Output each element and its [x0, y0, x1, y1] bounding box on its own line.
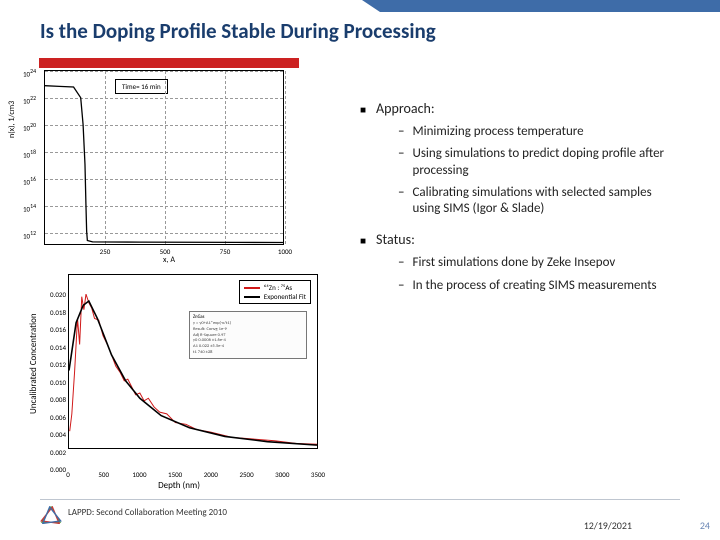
- bullet-square-icon: ■: [360, 100, 366, 120]
- chart2-inset: ZnGasy = y0+A1*exp(-x/t1)Result: Convg 1…: [189, 311, 307, 359]
- approach-heading: ■ Approach:: [360, 100, 680, 120]
- bullet-square-icon: ■: [360, 231, 366, 251]
- chart1-xlabel: x, A: [44, 255, 294, 265]
- status-list: –First simulations done by Zeke Insepov –…: [398, 255, 680, 294]
- footer-text: LAPPD: Second Collaboration Meeting 2010: [68, 507, 227, 518]
- chart1-ylabel: n(x), 1/cm3: [7, 100, 17, 137]
- chart2-ylabel: Uncalibrated Concentration: [28, 313, 39, 414]
- footer-logo-icon: [40, 506, 62, 524]
- chart2-xlabel: Depth (nm): [158, 480, 200, 491]
- chart-doping-profile: Time= 16 min n(x), 1/cm3 101210141016101…: [44, 58, 294, 268]
- list-item: –In the process of creating SIMS measure…: [398, 278, 680, 294]
- slide-title: Is the Doping Profile Stable During Proc…: [40, 18, 436, 44]
- header-band: [380, 0, 720, 12]
- chart2-legend: ⁶⁴Zn : ⁷⁵As Exponential Fit: [239, 280, 311, 304]
- chart2-series0: ⁶⁴Zn : ⁷⁵As: [264, 283, 292, 292]
- chart2-frame: ⁶⁴Zn : ⁷⁵As Exponential Fit ZnGasy = y0+…: [68, 274, 318, 449]
- slide: Is the Doping Profile Stable During Proc…: [0, 0, 720, 540]
- status-label: Status:: [376, 231, 415, 251]
- list-item: –Minimizing process temperature: [398, 124, 680, 140]
- footer-divider: [40, 499, 680, 500]
- chart2-series1: Exponential Fit: [264, 292, 306, 301]
- content-column: ■ Approach: –Minimizing process temperat…: [360, 94, 680, 300]
- approach-list: –Minimizing process temperature –Using si…: [398, 124, 680, 217]
- footer-date: 12/19/2021: [584, 519, 632, 532]
- approach-label: Approach:: [376, 100, 435, 120]
- chart1-redbar: [39, 58, 299, 68]
- page-number: 24: [700, 519, 710, 532]
- chart1-frame: Time= 16 min n(x), 1/cm3 101210141016101…: [44, 70, 284, 245]
- status-heading: ■ Status:: [360, 231, 680, 251]
- chart-sims: Uncalibrated Concentration 0.0000.0020.0…: [30, 274, 328, 489]
- list-item: –First simulations done by Zeke Insepov: [398, 255, 680, 271]
- list-item: –Calibrating simulations with selected s…: [398, 185, 680, 218]
- list-item: –Using simulations to predict doping pro…: [398, 146, 680, 179]
- chart1-plot: [45, 71, 283, 245]
